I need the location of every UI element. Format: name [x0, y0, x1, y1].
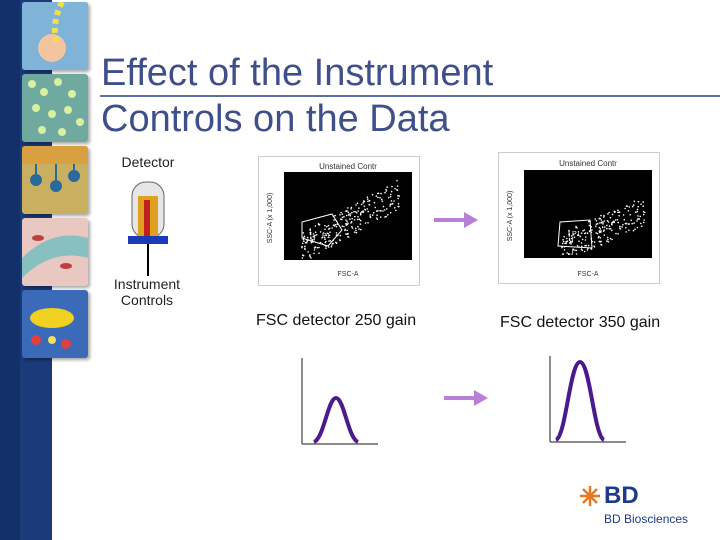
- sidebar-tile-dots: [22, 74, 88, 142]
- title-line-1: Effect of the Instrument: [101, 52, 494, 94]
- histogram-left: [301, 358, 378, 445]
- caption-left-text: FSC detector 250 gain: [256, 312, 417, 329]
- histogram-right: [549, 356, 626, 443]
- caption-right-text: FSC detector 350 gain: [500, 314, 661, 331]
- scatter-plot-left: Unstained Contr FSC-A SSC-A (x 1,000) P1: [262, 160, 416, 278]
- cell-illustration-icon: [22, 2, 88, 70]
- bd-logo-brand: BD: [604, 482, 639, 509]
- tissue-icon: [22, 218, 88, 286]
- plot-left-xlabel: FSC-A: [338, 271, 359, 278]
- bd-logo-name: BD Biosciences: [604, 512, 689, 526]
- right-arrow-icon: [444, 390, 488, 406]
- sidebar-strip: [0, 0, 20, 540]
- sidebar-tile-receptors: [22, 146, 88, 214]
- title-underline: [100, 95, 720, 97]
- plot-right-gate: P1: [572, 231, 581, 238]
- plot-right-xlabel: FSC-A: [578, 271, 599, 278]
- bd-logo: BD BD Biosciences: [578, 482, 698, 532]
- caption-right: FSC detector 350 gain: [500, 314, 660, 332]
- histogram-left-curve: [312, 395, 360, 444]
- instrument-controls-text: Instrument Controls: [113, 276, 181, 308]
- bd-logo-mark-icon: [580, 486, 600, 506]
- slide-title: Effect of the Instrument Controls on the…: [101, 50, 493, 142]
- sidebar-tile-cell: [22, 2, 88, 70]
- detector-label: Detector: [108, 154, 188, 170]
- receptors-icon: [22, 146, 88, 214]
- histogram-right-curve: [554, 359, 606, 442]
- sidebar-tile-tissue: [22, 218, 88, 286]
- instrument-controls-label: Instrument Controls: [104, 276, 190, 308]
- plot-left-title: Unstained Contr: [319, 162, 377, 171]
- plot-right-ylabel: SSC-A (x 1,000): [507, 191, 514, 242]
- detector-icon: [128, 181, 168, 276]
- plot-left-ylabel: SSC-A (x 1,000): [267, 193, 274, 244]
- scatter-plot-right: Unstained Contr FSC-A SSC-A (x 1,000) P1: [502, 156, 656, 278]
- detector-label-text: Detector: [121, 154, 175, 170]
- cells-pattern-icon: [22, 74, 88, 142]
- sidebar-tile-cell-signal: [22, 290, 88, 358]
- signaling-cell-icon: [22, 290, 88, 358]
- right-arrow-icon: [434, 212, 478, 228]
- caption-left: FSC detector 250 gain: [256, 312, 416, 330]
- title-line-2: Controls on the Data: [101, 98, 450, 140]
- plot-left-gate: P1: [322, 233, 331, 240]
- plot-right-title: Unstained Contr: [559, 159, 617, 168]
